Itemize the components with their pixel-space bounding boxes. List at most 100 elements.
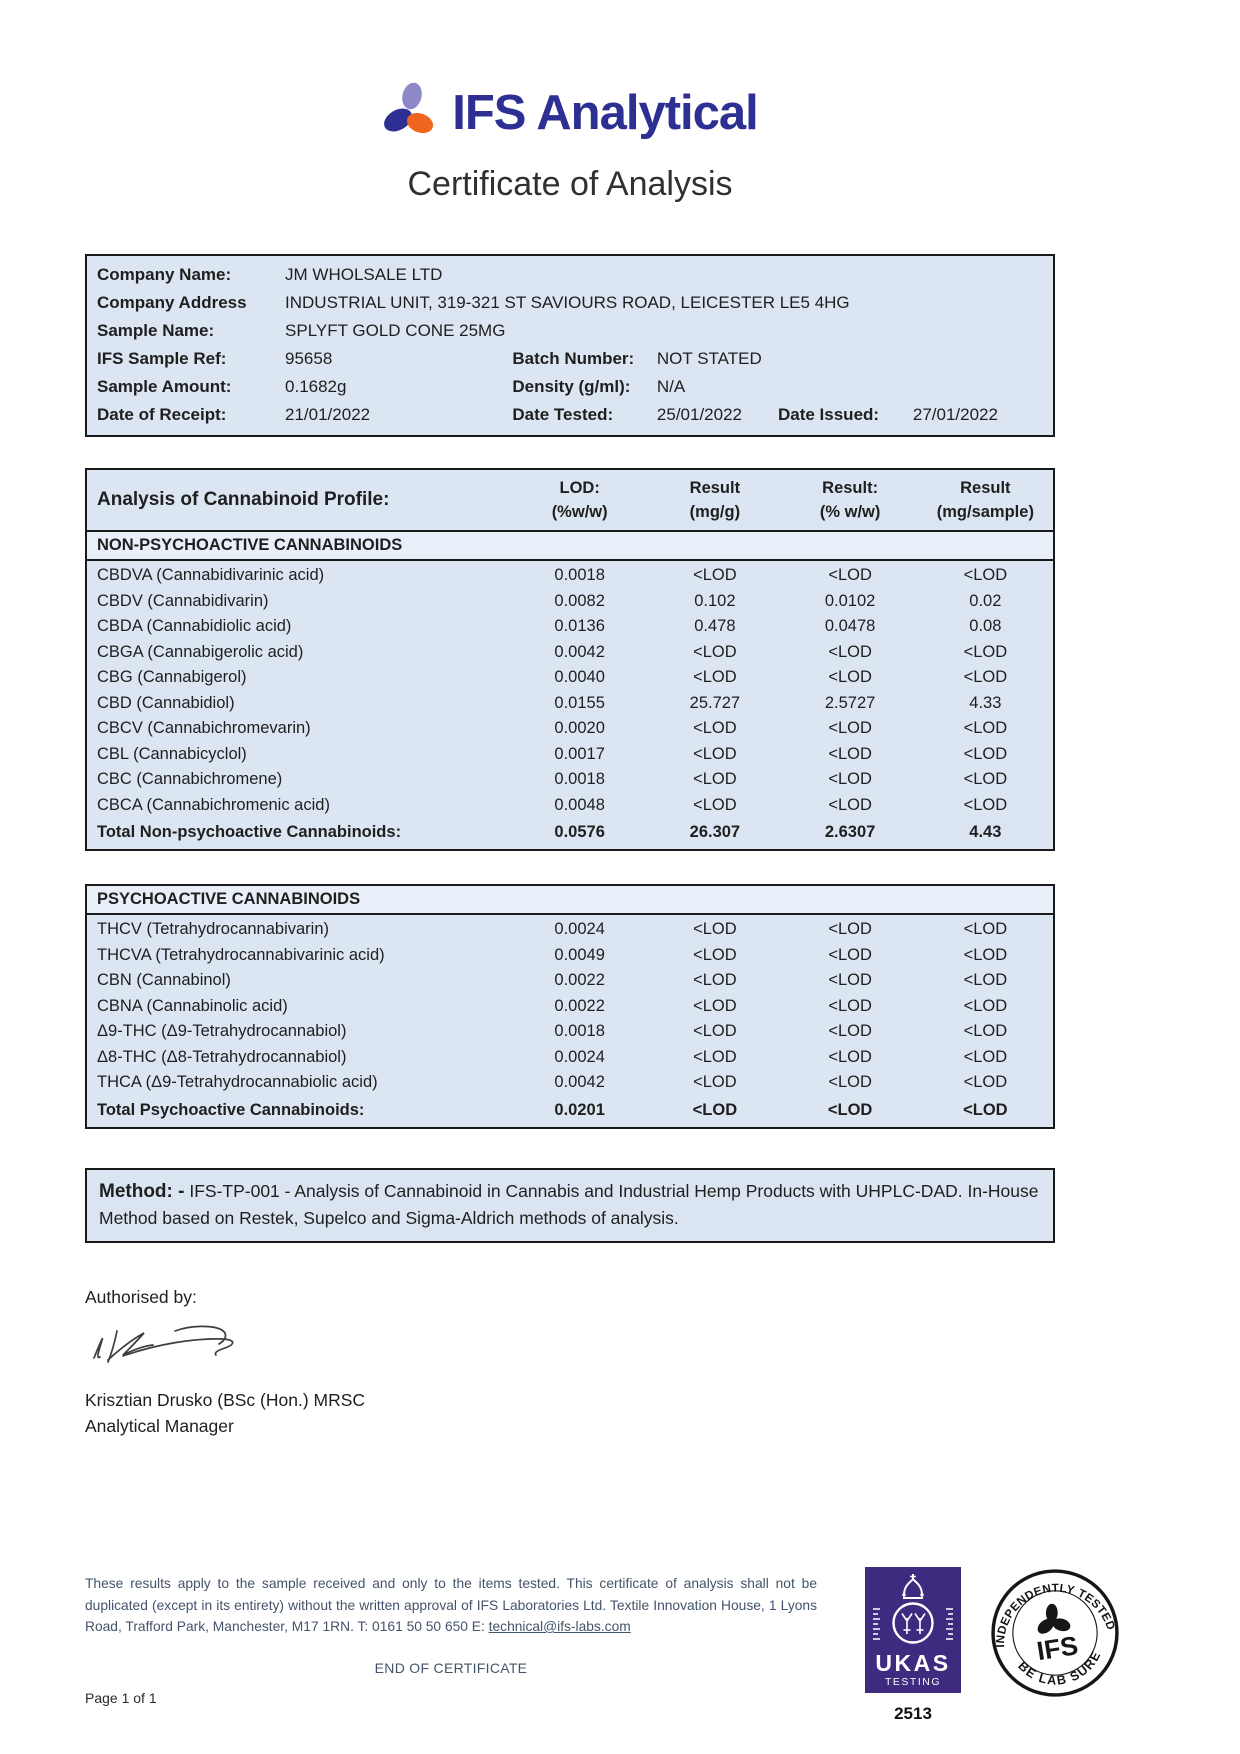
ukas-accreditation-number: 2513 <box>894 1704 932 1723</box>
table-row: CBCA (Cannabichromenic acid) 0.0048 <LOD <L… <box>87 793 1053 819</box>
info-row: Company Address INDUSTRIAL UNIT, 319-321… <box>87 289 1053 317</box>
info-row: Sample Amount: 0.1682g Density (g/ml): N… <box>87 373 1053 401</box>
info-label: Batch Number: <box>512 349 635 368</box>
table-row: CBGA (Cannabigerolic acid) 0.0042 <LOD <LOD… <box>87 640 1053 666</box>
table-row: Δ9-THC (Δ9-Tetrahydrocannabiol) 0.0018 <LO… <box>87 1019 1053 1045</box>
table-row: CBG (Cannabigerol) 0.0040 <LOD <LOD <LOD <box>87 665 1053 691</box>
compound-name: Δ9-THC (Δ9-Tetrahydrocannabiol) <box>97 1022 347 1040</box>
result-value: 0.0024 <box>554 1047 605 1066</box>
result-value: <LOD <box>963 719 1008 737</box>
signature <box>87 1316 1055 1377</box>
result-value: <LOD <box>963 1073 1008 1091</box>
compound-name: CBL (Cannabicyclol) <box>97 744 247 763</box>
compound-name: CBGA (Cannabigerolic acid) <box>97 642 304 661</box>
result-value: <LOD <box>828 945 872 964</box>
result-value: 0.0018 <box>554 566 605 584</box>
table-row: THCA (Δ9-Tetrahydrocannabiolic acid) 0.00… <box>87 1070 1053 1096</box>
info-label: Company Address <box>97 293 247 312</box>
info-value: JM WHOLSALE LTD <box>285 265 443 284</box>
result-value: <LOD <box>828 719 872 737</box>
result-value: <LOD <box>963 566 1008 584</box>
result-value: <LOD <box>693 996 737 1015</box>
table-row: CBD (Cannabidiol) 0.0155 25.727 2.5727 4.33 <box>87 691 1053 717</box>
result-value: <LOD <box>828 668 872 686</box>
svg-text:UKAS: UKAS <box>875 1650 950 1676</box>
compound-name: CBCA (Cannabichromenic acid) <box>97 795 330 814</box>
result-value: <LOD <box>963 1047 1008 1066</box>
compound-name: CBG (Cannabigerol) <box>97 668 247 686</box>
info-value: 95658 <box>285 349 333 368</box>
column-header-result-mgg: Result (mg/g) <box>689 479 741 521</box>
svg-text:IFS: IFS <box>1035 1630 1080 1666</box>
result-value: <LOD <box>693 945 737 964</box>
result-value: 2.5727 <box>824 693 876 712</box>
result-value: 0.0018 <box>554 1022 605 1040</box>
result-value: <LOD <box>693 668 737 686</box>
result-value: 0.478 <box>694 617 736 635</box>
result-value: <LOD <box>693 920 737 938</box>
result-value: 0.102 <box>694 591 736 610</box>
column-header-lod: LOD: (%w/w) <box>551 479 608 521</box>
compound-name: CBCV (Cannabichromevarin) <box>97 719 311 737</box>
result-value: 0.0042 <box>554 642 605 661</box>
result-value: 0.0478 <box>824 617 876 635</box>
result-value: <LOD <box>693 1047 737 1066</box>
result-value: <LOD <box>963 1022 1008 1040</box>
result-value: <LOD <box>693 744 737 763</box>
total-row-psychoactive: Total Psychoactive Cannabinoids: 0.0201 … <box>97 1100 1008 1119</box>
info-value: 27/01/2022 <box>912 405 998 424</box>
result-value: 0.08 <box>969 617 1002 635</box>
info-row: Date of Receipt: 21/01/2022 Date Tested:… <box>87 401 1053 429</box>
info-label: Date Issued: <box>777 405 880 424</box>
total-row-non-psychoactive: Total Non-psychoactive Cannabinoids: 0.0… <box>97 823 1002 841</box>
brand-header: IFS Analytical <box>85 0 1055 145</box>
result-value: <LOD <box>963 920 1008 938</box>
compound-name: CBC (Cannabichromene) <box>97 770 283 788</box>
result-value: 0.0155 <box>554 693 605 712</box>
footer: These results apply to the sample receiv… <box>85 1567 1185 1724</box>
result-value: 0.0048 <box>554 795 605 814</box>
info-value: 0.1682g <box>285 377 347 396</box>
table-row: Δ8-THC (Δ8-Tetrahydrocannabiol) 0.0024 <LO… <box>87 1045 1053 1071</box>
result-value: <LOD <box>828 1022 872 1040</box>
result-value: <LOD <box>963 996 1008 1015</box>
result-value: <LOD <box>828 1047 872 1066</box>
info-label: Sample Amount: <box>97 377 232 396</box>
info-label: Sample Name: <box>97 321 215 340</box>
info-value: INDUSTRIAL UNIT, 319-321 ST SAVIOURS ROA… <box>285 293 850 312</box>
sample-info-table: Company Name: JM WHOLSALE LTD Company Ad… <box>85 254 1055 437</box>
info-row: Company Name: JM WHOLSALE LTD <box>87 261 1053 289</box>
email-link[interactable]: technical@ifs-labs.com <box>488 1619 631 1634</box>
result-value: 0.0020 <box>554 719 605 737</box>
psychoactive-table: PSYCHOACTIVE CANNABINOIDS THCV (Tetrahyd… <box>85 884 1055 1129</box>
result-value: <LOD <box>828 920 872 938</box>
section-header-non-psychoactive: NON-PSYCHOACTIVE CANNABINOIDS <box>87 532 1053 561</box>
info-value: 25/01/2022 <box>656 405 742 424</box>
result-value: <LOD <box>828 1073 872 1091</box>
info-label: Date Tested: <box>512 405 614 424</box>
analysis-table-header: Analysis of Cannabinoid Profile: LOD: (%… <box>87 470 1053 532</box>
table-row: THCV (Tetrahydrocannabivarin) 0.0024 <LOD <… <box>87 917 1053 943</box>
result-value: <LOD <box>828 566 872 584</box>
result-value: 0.02 <box>969 591 1002 610</box>
result-value: <LOD <box>693 566 737 584</box>
table-row: CBDV (Cannabidivarin) 0.0082 0.102 0.0102 0.… <box>87 589 1053 615</box>
disclaimer-text: These results apply to the sample receiv… <box>85 1576 817 1634</box>
section-header-psychoactive: PSYCHOACTIVE CANNABINOIDS <box>87 886 1053 915</box>
result-value: <LOD <box>963 945 1008 964</box>
table-row: CBC (Cannabichromene) 0.0018 <LOD <LOD <LOD <box>87 767 1053 793</box>
info-row: IFS Sample Ref: 95658 Batch Number: NOT … <box>87 345 1053 373</box>
compound-name: CBDV (Cannabidivarin) <box>97 591 269 610</box>
method-text: IFS-TP-001 - Analysis of Cannabinoid in … <box>99 1180 1039 1228</box>
result-value: 0.0022 <box>554 971 605 989</box>
table-row: CBNA (Cannabinolic acid) 0.0022 <LOD <LOD <L… <box>87 994 1053 1020</box>
result-value: <LOD <box>963 744 1008 763</box>
result-value: <LOD <box>693 795 737 814</box>
analysis-title: Analysis of Cannabinoid Profile: <box>97 489 390 510</box>
psychoactive-rows: THCV (Tetrahydrocannabivarin) 0.0024 <LOD <… <box>87 915 1053 1096</box>
result-value: <LOD <box>828 971 872 989</box>
svg-text:TESTING: TESTING <box>885 1676 941 1688</box>
result-value: 0.0049 <box>554 945 605 964</box>
info-value: 21/01/2022 <box>285 405 371 424</box>
result-value: 0.0102 <box>824 591 876 610</box>
